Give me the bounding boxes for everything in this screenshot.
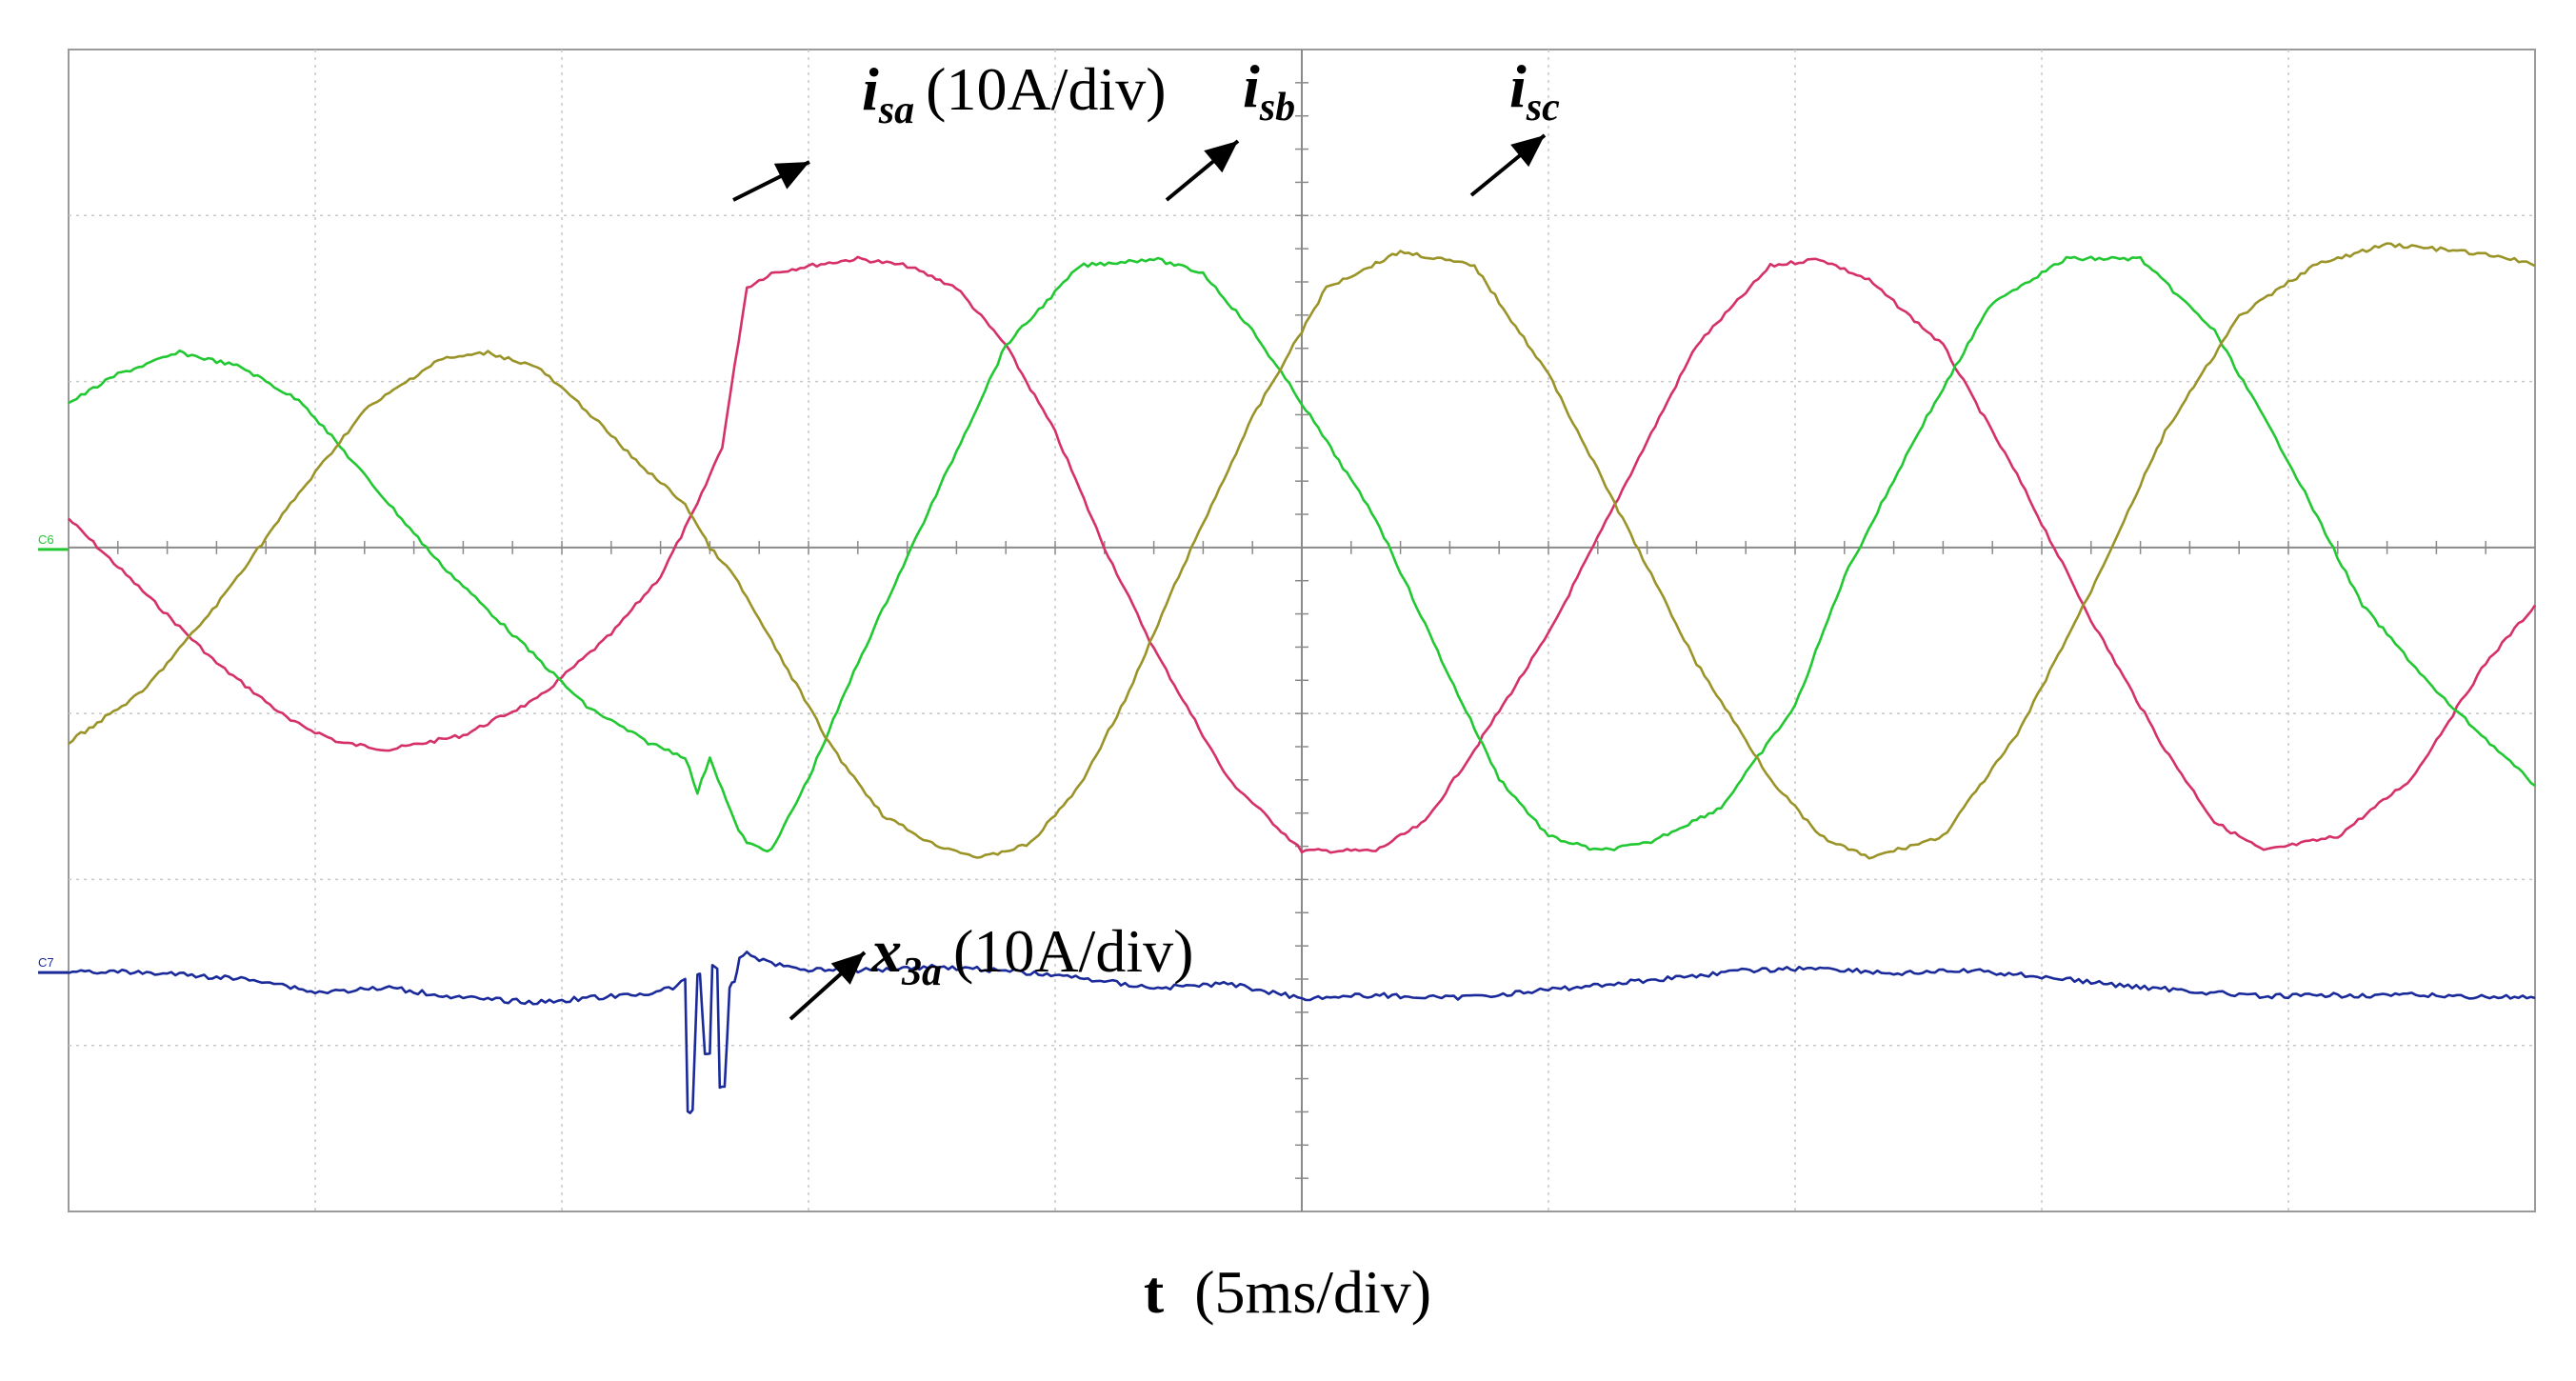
- trace-i-sb: [68, 255, 2536, 853]
- trace-i-sc: [68, 242, 2536, 860]
- trace-label-i-sa: isa (10A/div): [862, 55, 1167, 132]
- trace-label-sub: sc: [1526, 86, 1560, 130]
- channel-marker-c7: C7: [38, 955, 54, 970]
- x-axis-label-bold: t: [1144, 1258, 1165, 1326]
- trace-label-main: i: [1243, 52, 1260, 120]
- trace-label-i-sb: isb: [1243, 52, 1295, 130]
- channel-markers: C6 C7: [38, 532, 69, 974]
- waveform-traces: [68, 242, 2537, 1114]
- trace-label-i-sc: isc: [1509, 52, 1560, 130]
- trace-label-main: x: [870, 917, 902, 985]
- channel-marker-c6: C6: [38, 532, 54, 547]
- trace-label-sub: sb: [1259, 86, 1295, 130]
- label-arrow-head: [1510, 135, 1545, 168]
- x-axis-label: t (5ms/div): [1144, 1258, 1431, 1326]
- trace-x-3a: [68, 951, 2536, 1114]
- trace-label-main: i: [862, 55, 879, 123]
- trace-label-sub: 3a: [901, 951, 942, 994]
- label-arrow-head: [773, 162, 809, 190]
- trace-label-x-3a: x3a (10A/div): [870, 917, 1193, 994]
- trace-i-sa: [68, 255, 2537, 854]
- trace-label-main: i: [1509, 52, 1527, 120]
- label-arrow-head: [830, 952, 865, 985]
- trace-label-scale: (10A/div): [953, 917, 1193, 985]
- trace-label-scale: (10A/div): [926, 55, 1166, 123]
- trace-label-sub: sa: [878, 89, 914, 132]
- label-arrow-head: [1204, 141, 1238, 173]
- x-axis-label-unit: (5ms/div): [1194, 1258, 1431, 1326]
